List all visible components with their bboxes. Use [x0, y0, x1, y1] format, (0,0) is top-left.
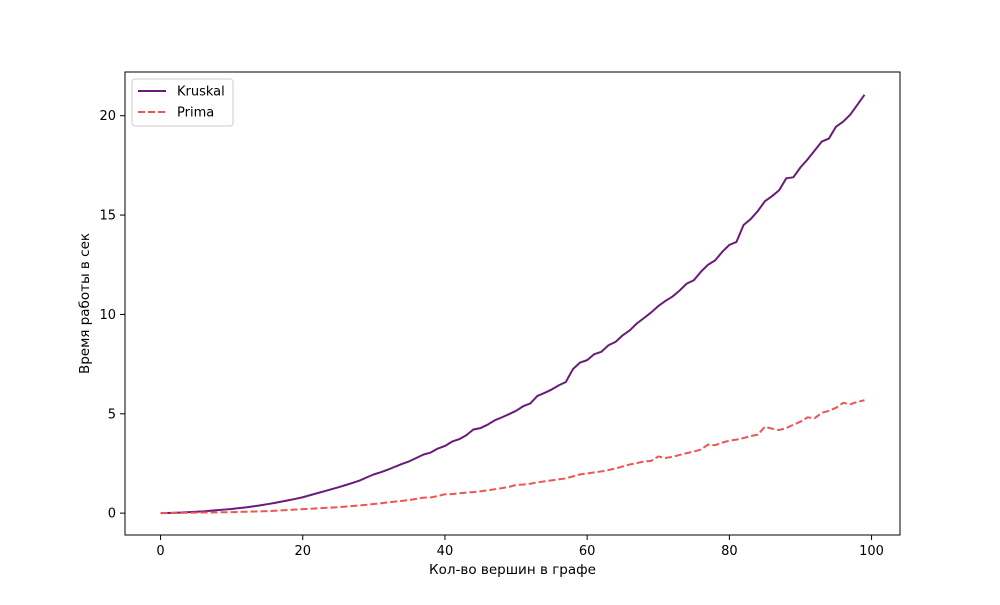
y-tick-label: 0 — [108, 507, 116, 522]
x-axis-label: Кол-во вершин в графе — [429, 562, 596, 578]
y-tick-label: 20 — [99, 109, 116, 124]
legend-label-kruskal: Kruskal — [177, 85, 225, 100]
y-axis-label: Время работы в сек — [77, 233, 93, 374]
x-tick-label: 100 — [859, 544, 884, 559]
plot-frame — [124, 71, 901, 536]
x-tick-label: 20 — [294, 544, 311, 559]
y-tick-label: 15 — [99, 209, 116, 224]
y-tick-label: 5 — [108, 407, 116, 422]
chart-legend: Kruskal Prima — [131, 78, 234, 127]
x-tick-label: 60 — [579, 544, 596, 559]
series-line-kruskal — [160, 94, 866, 515]
x-axis-ticks: 0 20 40 60 80 100 — [156, 535, 884, 559]
plot-lines — [160, 94, 866, 515]
y-axis-ticks: 0 5 10 15 20 — [99, 109, 125, 522]
series-line-prima — [160, 399, 865, 515]
legend-label-prima: Prima — [177, 106, 214, 121]
x-tick-label: 80 — [721, 544, 738, 559]
x-tick-label: 0 — [156, 544, 164, 559]
y-tick-label: 10 — [99, 308, 116, 323]
x-tick-label: 40 — [437, 544, 454, 559]
